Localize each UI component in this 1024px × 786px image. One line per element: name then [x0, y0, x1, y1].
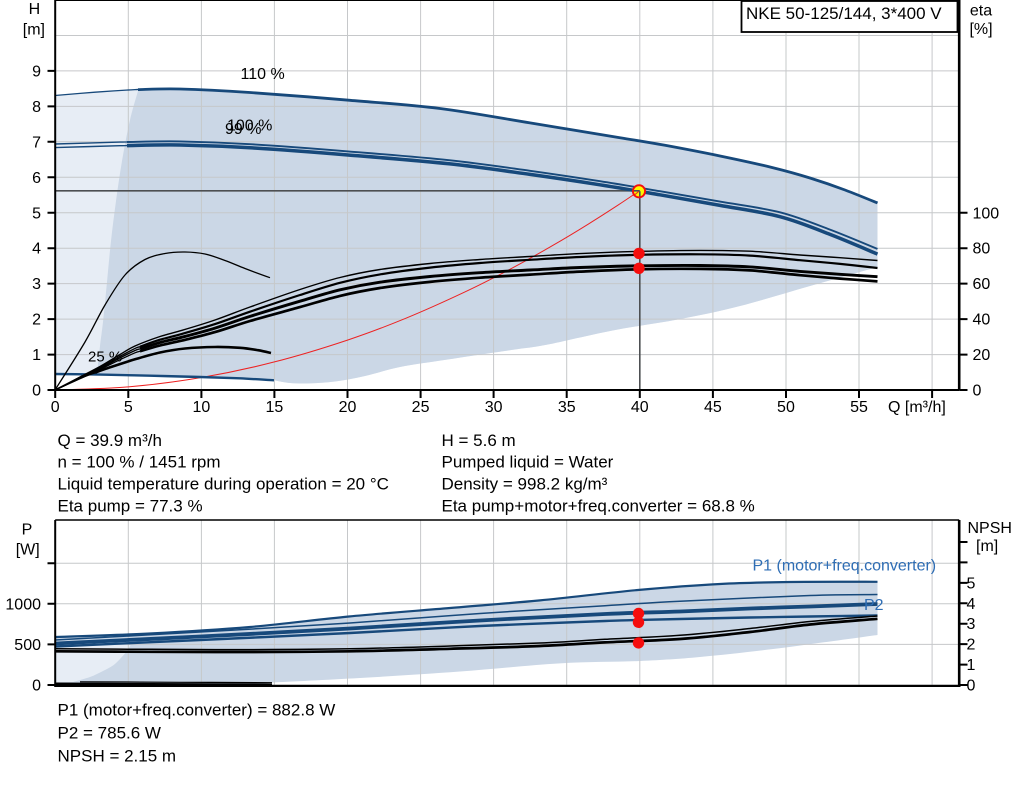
svg-text:3: 3 [32, 276, 41, 293]
svg-text:Q [m³/h]: Q [m³/h] [888, 399, 946, 416]
svg-text:Pumped liquid = Water: Pumped liquid = Water [442, 453, 614, 472]
svg-text:0: 0 [51, 399, 60, 416]
svg-text:4: 4 [32, 241, 41, 258]
svg-text:25 %: 25 % [88, 349, 122, 366]
svg-text:P1 (motor+freq.converter) = 88: P1 (motor+freq.converter) = 882.8 W [58, 701, 336, 720]
svg-text:2: 2 [967, 637, 976, 654]
svg-text:100 %: 100 % [227, 118, 272, 135]
svg-text:Eta pump = 77.3 %: Eta pump = 77.3 % [58, 496, 203, 515]
svg-text:4: 4 [967, 596, 976, 613]
svg-text:5: 5 [967, 575, 976, 592]
svg-text:1000: 1000 [5, 596, 41, 613]
svg-text:NKE 50-125/144, 3*400 V: NKE 50-125/144, 3*400 V [746, 4, 942, 23]
svg-text:2: 2 [32, 312, 41, 329]
svg-text:20: 20 [339, 399, 357, 416]
svg-text:5: 5 [32, 205, 41, 222]
svg-text:35: 35 [558, 399, 576, 416]
svg-text:P: P [22, 522, 33, 539]
svg-text:NPSH = 2.15 m: NPSH = 2.15 m [58, 747, 177, 766]
svg-text:20: 20 [973, 347, 991, 364]
svg-text:[m]: [m] [23, 21, 45, 38]
svg-text:500: 500 [14, 637, 41, 654]
svg-text:Liquid temperature during oper: Liquid temperature during operation = 20… [58, 475, 389, 494]
svg-text:1: 1 [32, 347, 41, 364]
svg-text:0: 0 [32, 383, 41, 400]
svg-text:110 %: 110 % [241, 66, 285, 83]
svg-text:6: 6 [32, 170, 41, 187]
svg-text:[m]: [m] [976, 538, 998, 555]
svg-text:NPSH: NPSH [968, 520, 1012, 537]
svg-text:3: 3 [967, 616, 976, 633]
svg-text:P2: P2 [864, 597, 884, 614]
svg-text:Q = 39.9 m³/h: Q = 39.9 m³/h [58, 431, 162, 450]
svg-text:n = 100 % / 1451 rpm: n = 100 % / 1451 rpm [58, 453, 221, 472]
svg-text:[W]: [W] [16, 542, 40, 559]
svg-text:0: 0 [32, 678, 41, 695]
svg-text:5: 5 [124, 399, 133, 416]
svg-text:H = 5.6 m: H = 5.6 m [442, 431, 516, 450]
svg-text:50: 50 [777, 399, 795, 416]
svg-text:H: H [29, 1, 41, 18]
svg-text:15: 15 [266, 399, 284, 416]
svg-text:30: 30 [485, 399, 503, 416]
svg-text:Eta pump+motor+freq.converter: Eta pump+motor+freq.converter = 68.8 % [442, 496, 755, 515]
svg-text:0: 0 [967, 678, 976, 695]
svg-text:25: 25 [412, 399, 430, 416]
svg-text:1: 1 [967, 657, 976, 674]
svg-text:8: 8 [32, 99, 41, 116]
svg-text:99 %: 99 % [225, 121, 261, 138]
svg-text:Density = 998.2 kg/m³: Density = 998.2 kg/m³ [442, 475, 608, 494]
svg-text:[%]: [%] [969, 21, 992, 38]
svg-text:40: 40 [631, 399, 649, 416]
svg-text:P2 = 785.6 W: P2 = 785.6 W [58, 724, 161, 743]
svg-text:100: 100 [973, 205, 1000, 222]
svg-text:7: 7 [32, 134, 41, 151]
svg-text:40: 40 [973, 312, 991, 329]
svg-text:55: 55 [850, 399, 868, 416]
svg-text:eta: eta [970, 2, 992, 19]
svg-text:P1 (motor+freq.converter): P1 (motor+freq.converter) [753, 558, 937, 575]
svg-text:0: 0 [973, 383, 982, 400]
svg-text:9: 9 [32, 63, 41, 80]
svg-text:45: 45 [704, 399, 722, 416]
svg-text:80: 80 [973, 241, 991, 258]
svg-text:10: 10 [192, 399, 210, 416]
svg-text:60: 60 [973, 276, 991, 293]
